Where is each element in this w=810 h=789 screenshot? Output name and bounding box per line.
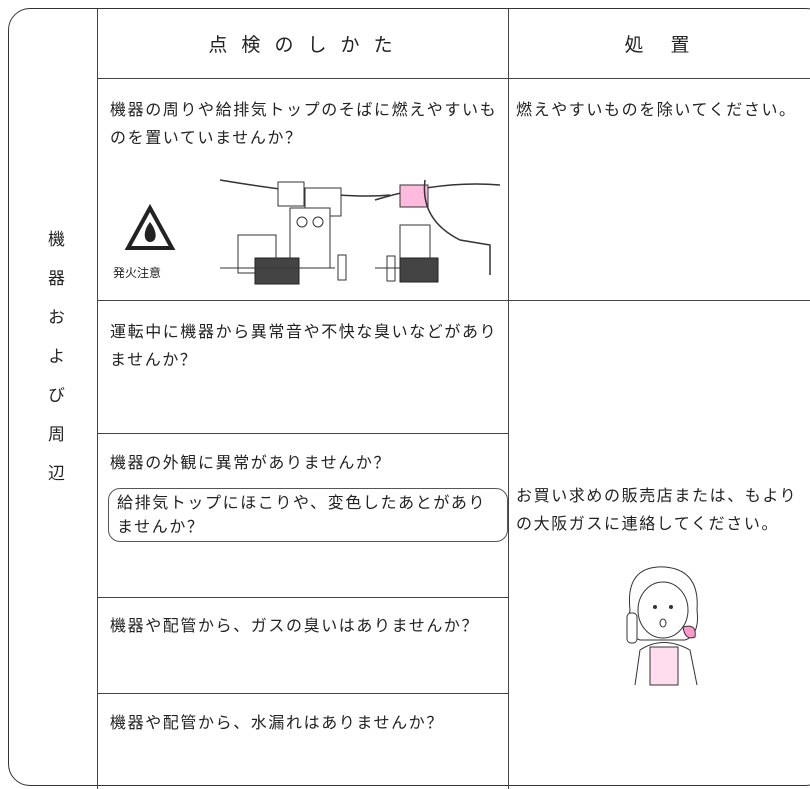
table-frame [8, 8, 810, 786]
row-line [97, 597, 508, 598]
girl-illustration [626, 566, 698, 686]
hazard-illustration [124, 179, 501, 285]
action-text: お買い求めの販売店または、もよりの大阪ガスに連絡してください。 [516, 486, 798, 533]
header-check: 点 検 の し か た [208, 34, 397, 56]
check-text: 機器の周りや給排気トップのそばに燃えやすいものを置いていませんか？ [110, 100, 498, 147]
row-line [97, 693, 508, 694]
check-text: 機器の外観に異常がありませんか？ [110, 453, 392, 472]
warning-label: 発火注意 [113, 266, 162, 280]
column-line [508, 9, 509, 789]
column-line [97, 9, 98, 789]
side-label: 機器および周辺 [44, 230, 64, 503]
check-text: 機器や配管から、水漏れはありませんか？ [110, 713, 444, 732]
check-text: 運転中に機器から異常音や不快な臭いなどがありませんか？ [110, 322, 498, 369]
row-line [97, 78, 810, 79]
header-action: 処 置 [624, 34, 694, 56]
check-text: 機器や配管から、ガスの臭いはありませんか？ [110, 616, 480, 635]
row-line [97, 300, 810, 301]
action-text: 燃えやすいものを除いてください。 [516, 100, 797, 119]
row-line [97, 433, 508, 434]
check-note: 給排気トップにほこりや、変色したあとがありませんか？ [108, 488, 508, 542]
